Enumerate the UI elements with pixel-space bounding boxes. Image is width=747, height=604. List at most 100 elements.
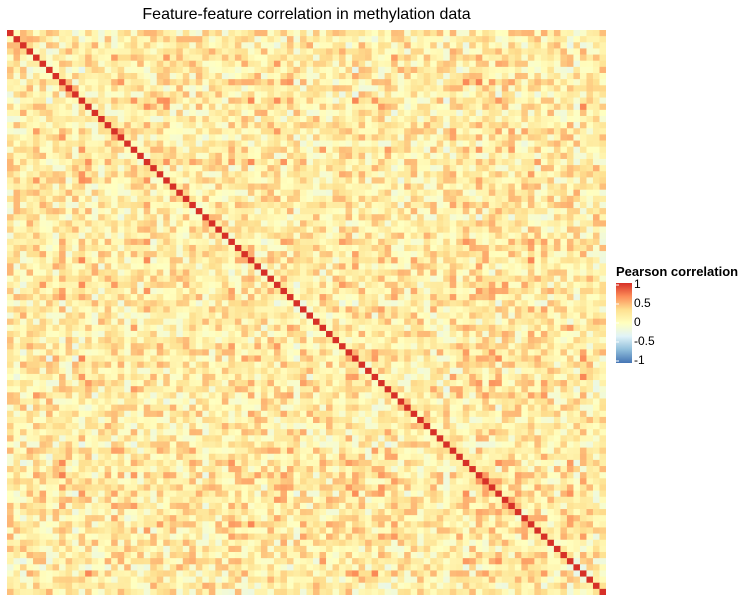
heatmap-cell <box>443 91 451 98</box>
heatmap-cell <box>469 214 477 221</box>
heatmap-cell <box>521 251 529 258</box>
heatmap-cell <box>111 330 119 338</box>
heatmap-cell <box>488 171 496 178</box>
heatmap-cell <box>579 36 587 43</box>
heatmap-cell <box>52 36 60 43</box>
heatmap-cell <box>456 109 464 117</box>
heatmap-cell <box>7 183 14 191</box>
heatmap-cell <box>267 177 275 184</box>
heatmap-cell <box>85 214 93 221</box>
heatmap-cell <box>137 158 145 166</box>
heatmap-cell <box>332 294 340 301</box>
heatmap-cell <box>137 208 145 215</box>
heatmap-cell <box>124 238 132 246</box>
heatmap-cell <box>326 300 333 307</box>
heatmap-cell <box>228 294 236 301</box>
heatmap-cell <box>553 195 561 203</box>
heatmap-cell <box>215 171 223 178</box>
heatmap-cell <box>293 165 301 172</box>
heatmap-cell <box>358 66 366 74</box>
heatmap-cell <box>72 97 80 105</box>
heatmap-cell <box>527 355 535 363</box>
heatmap-cell <box>469 238 477 246</box>
heatmap-cell <box>319 300 327 307</box>
heatmap-cell <box>339 79 346 86</box>
heatmap-cell <box>371 263 379 270</box>
heatmap-cell <box>117 226 125 234</box>
heatmap-cell <box>586 294 594 301</box>
heatmap-cell <box>20 349 27 356</box>
heatmap-cell <box>514 220 522 227</box>
heatmap-cell <box>104 152 112 160</box>
heatmap-cell <box>423 79 431 86</box>
heatmap-cell <box>130 244 138 252</box>
heatmap-cell <box>156 238 164 246</box>
heatmap-cell <box>553 183 561 191</box>
heatmap-cell <box>469 226 477 234</box>
heatmap-cell <box>52 109 60 117</box>
heatmap-cell <box>150 300 158 307</box>
heatmap-cell <box>371 140 379 148</box>
heatmap-cell <box>475 189 483 197</box>
heatmap-cell <box>573 208 581 215</box>
heatmap-cell <box>247 122 255 129</box>
heatmap-cell <box>46 195 53 203</box>
heatmap-cell <box>462 42 470 49</box>
heatmap-cell <box>111 54 119 62</box>
heatmap-cell <box>143 312 151 320</box>
heatmap-cell <box>78 220 86 227</box>
heatmap-cell <box>299 318 307 326</box>
heatmap-cell <box>436 171 444 178</box>
heatmap-cell <box>436 232 444 240</box>
heatmap-cell <box>52 226 60 234</box>
heatmap-cell <box>306 238 314 246</box>
heatmap-cell <box>215 115 223 123</box>
heatmap-cell <box>501 115 509 123</box>
heatmap-cell <box>599 48 606 55</box>
heatmap-cell <box>423 72 431 80</box>
heatmap-cell <box>391 91 399 98</box>
heatmap-cell <box>456 343 464 350</box>
heatmap-cell <box>234 324 242 332</box>
heatmap-cell <box>365 183 373 191</box>
heatmap-cell <box>85 263 93 270</box>
heatmap-cell <box>391 66 399 74</box>
heatmap-cell <box>247 294 255 301</box>
heatmap-cell <box>339 85 346 92</box>
heatmap-cell <box>540 122 548 129</box>
heatmap-cell <box>72 115 80 123</box>
heatmap-cell <box>26 312 34 320</box>
heatmap-cell <box>98 36 106 43</box>
heatmap-cell <box>547 330 555 338</box>
heatmap-cell <box>91 244 99 252</box>
heatmap-cell <box>475 318 483 326</box>
heatmap-cell <box>286 220 294 227</box>
heatmap-cell <box>436 60 444 68</box>
heatmap-cell <box>462 324 470 332</box>
heatmap-cell <box>469 122 477 129</box>
heatmap-cell <box>293 294 301 301</box>
heatmap-cell <box>319 355 327 363</box>
heatmap-cell <box>599 226 606 234</box>
heatmap-cell <box>488 146 496 154</box>
heatmap-cell <box>534 103 542 111</box>
heatmap-cell <box>26 300 34 307</box>
heatmap-cell <box>241 48 249 55</box>
heatmap-cell <box>553 152 561 160</box>
heatmap-cell <box>13 146 21 154</box>
heatmap-cell <box>586 244 594 252</box>
heatmap-cell <box>332 91 340 98</box>
heatmap-cell <box>91 263 99 270</box>
heatmap-cell <box>540 79 548 86</box>
heatmap-cell <box>124 42 132 49</box>
heatmap-cell <box>26 318 34 326</box>
heatmap-cell <box>326 177 333 184</box>
heatmap-cell <box>7 103 14 111</box>
heatmap-cell <box>599 171 606 178</box>
heatmap-cell <box>78 42 86 49</box>
heatmap-cell <box>91 251 99 258</box>
heatmap-cell <box>527 115 535 123</box>
heatmap-cell <box>293 318 301 326</box>
heatmap-cell <box>267 128 275 135</box>
heatmap-cell <box>371 337 379 344</box>
